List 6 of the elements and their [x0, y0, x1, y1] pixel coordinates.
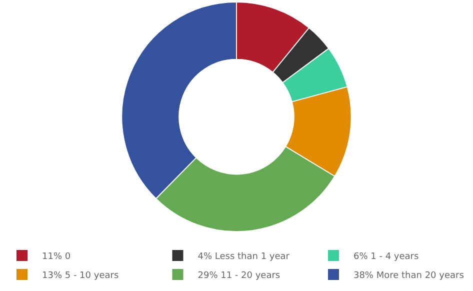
legend-label: 38% More than 20 years [353, 271, 464, 282]
legend-label: 4% Less than 1 year [198, 252, 290, 262]
legend-label: 13% 5 - 10 years [42, 271, 119, 282]
legend-label: 11% 0 [42, 252, 71, 262]
legend-label: 6% 1 - 4 years [353, 252, 419, 262]
legend-label: 29% 11 - 20 years [198, 271, 280, 282]
